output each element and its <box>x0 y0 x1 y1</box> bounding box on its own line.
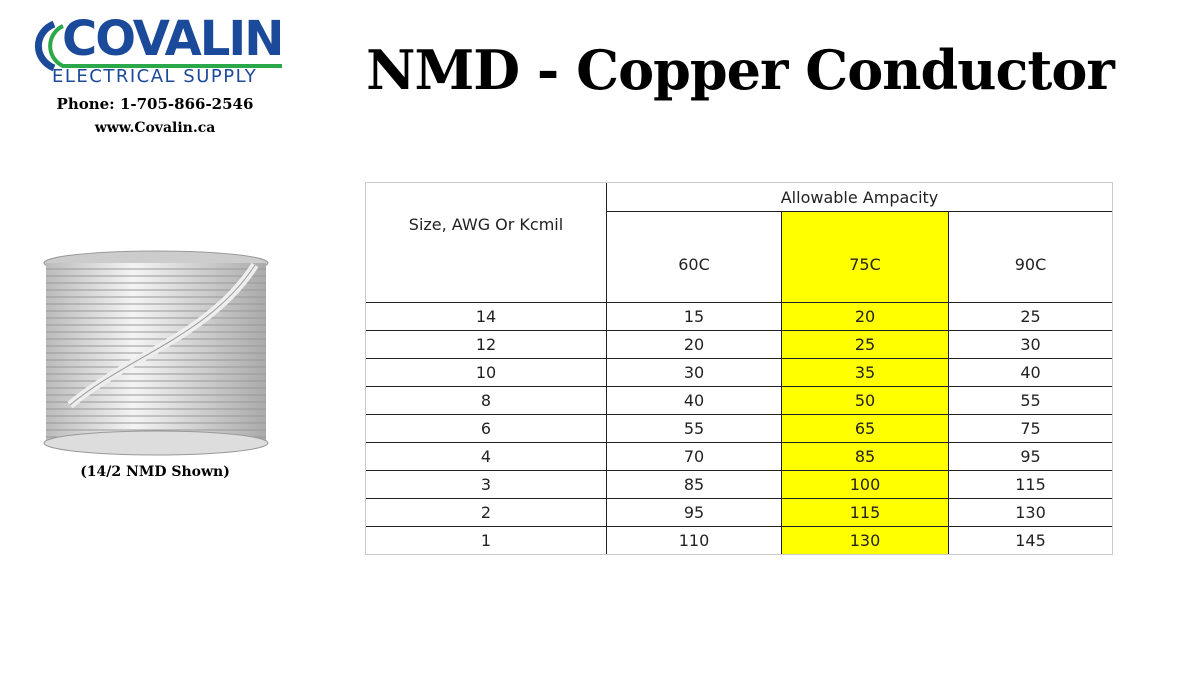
table-cell: 50 <box>781 386 949 415</box>
table-cell: 2 <box>366 498 607 527</box>
table-cell: 14 <box>366 302 607 331</box>
table-cell: 20 <box>606 330 782 359</box>
page-title: NMD - Copper Conductor <box>366 38 1115 102</box>
table-cell: 85 <box>781 442 949 471</box>
phone-number: Phone: 1-705-866-2546 <box>56 95 254 113</box>
table-cell: 40 <box>606 386 782 415</box>
column-header: 75C <box>781 211 949 303</box>
table-cell: 10 <box>366 358 607 387</box>
table-cell: 110 <box>606 526 782 554</box>
table-cell: 145 <box>948 526 1112 554</box>
website: www.Covalin.ca <box>94 120 216 136</box>
table-cell: 6 <box>366 414 607 443</box>
table-cell: 100 <box>781 470 949 499</box>
product-caption: (14/2 NMD Shown) <box>80 464 230 480</box>
table-cell: 55 <box>606 414 782 443</box>
table-cell: 130 <box>781 526 949 554</box>
table-cell: 130 <box>948 498 1112 527</box>
table-row: 1 110 130 145 <box>366 526 1112 554</box>
table-row: 2 95 115 130 <box>366 498 1112 527</box>
table-cell: 30 <box>948 330 1112 359</box>
table-cell: 3 <box>366 470 607 499</box>
ampacity-table: Size, AWG Or Kcmil Allowable Ampacity 60… <box>365 182 1113 555</box>
table-cell: 30 <box>606 358 782 387</box>
table-cell: 12 <box>366 330 607 359</box>
table-cell: 115 <box>781 498 949 527</box>
table-row: 4 70 85 95 <box>366 442 1112 471</box>
table-row: 12 20 25 30 <box>366 330 1112 359</box>
brand-name: COVALIN <box>62 11 284 67</box>
brand-subtitle: ELECTRICAL SUPPLY <box>52 66 258 87</box>
table-cell: 25 <box>781 330 949 359</box>
table-cell: 70 <box>606 442 782 471</box>
table-row: 14 15 20 25 <box>366 302 1112 331</box>
table-row: 3 85 100 115 <box>366 470 1112 499</box>
table-row: 8 40 50 55 <box>366 386 1112 415</box>
table-cell: 65 <box>781 414 949 443</box>
table-cell: 85 <box>606 470 782 499</box>
table-cell: 115 <box>948 470 1112 499</box>
table-row: 6 55 65 75 <box>366 414 1112 443</box>
table-cell: 35 <box>781 358 949 387</box>
table-cell: 20 <box>781 302 949 331</box>
column-header: 60C <box>606 211 782 303</box>
table-cell: 75 <box>948 414 1112 443</box>
logo-swoosh-icon <box>34 20 282 72</box>
table-cell: 8 <box>366 386 607 415</box>
column-header: 90C <box>948 211 1112 303</box>
table-cell: 25 <box>948 302 1112 331</box>
size-header: Size, AWG Or Kcmil <box>366 183 607 303</box>
table-cell: 40 <box>948 358 1112 387</box>
table-row: 10 30 35 40 <box>366 358 1112 387</box>
ampacity-header: Allowable Ampacity <box>606 183 1112 212</box>
table-cell: 1 <box>366 526 607 554</box>
table-cell: 4 <box>366 442 607 471</box>
table-cell: 95 <box>948 442 1112 471</box>
table-cell: 55 <box>948 386 1112 415</box>
table-cell: 95 <box>606 498 782 527</box>
cable-spool-image <box>43 250 269 456</box>
table-cell: 15 <box>606 302 782 331</box>
